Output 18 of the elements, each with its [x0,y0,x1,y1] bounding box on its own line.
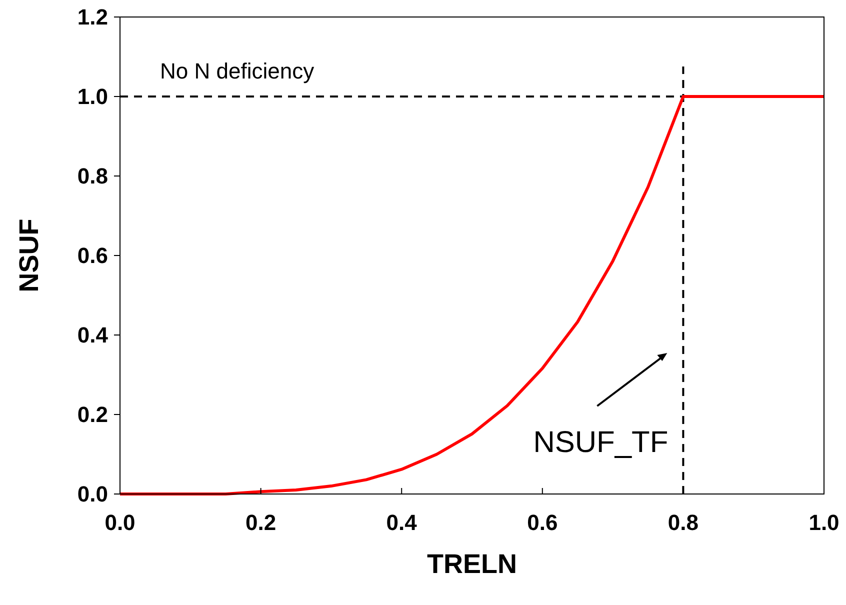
y-tick-label: 0.2 [77,402,108,428]
y-tick-label: 1.0 [77,84,108,110]
y-tick-label: 0.4 [77,322,109,348]
y-tick-label: 0.6 [77,243,108,268]
x-tick-label: 0.6 [527,510,558,535]
x-tick-label: 0.4 [386,510,418,535]
y-tick-label: 0.0 [77,482,108,507]
y-tick-label: 0.8 [77,164,108,189]
x-tick-label: 1.0 [808,510,840,535]
x-tick-label: 0.8 [668,510,698,535]
ref-line-label: No N deficiency [160,58,314,84]
x-axis-title: TRELN [427,549,517,579]
x-tick-label: 0.0 [104,510,136,535]
line-series [118,95,826,496]
y-tick-label: 1.2 [77,4,108,30]
x-tick-label: 0.2 [246,510,276,535]
y-axis-title: NSUF [14,218,44,292]
ref-line-label: NSUF_TF [533,426,668,459]
